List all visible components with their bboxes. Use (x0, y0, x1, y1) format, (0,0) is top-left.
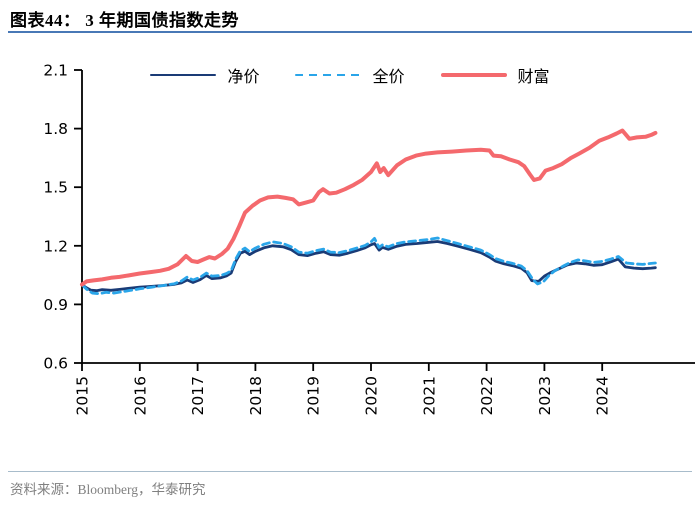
legend-label: 净价 (227, 69, 260, 86)
y-tick-label: 1.5 (43, 179, 68, 197)
x-tick-label: 2019 (305, 376, 323, 415)
net-price-line-swatch (150, 73, 217, 77)
x-tick-label: 2016 (131, 376, 149, 415)
series-净价 (80, 240, 657, 293)
legend-label: 财富 (517, 69, 550, 86)
axis-lines (81, 70, 695, 364)
x-tick-label: 2022 (478, 376, 496, 415)
series-财富 (80, 128, 658, 287)
legend-item-full-price: 全价 (295, 63, 405, 87)
chart-legend: 净价 全价 财富 (0, 63, 700, 87)
chart-canvas: 0.6 0.9 1.2 1.5 1.8 2.1 2015 2016 2017 2018 2019 20… (43, 62, 695, 415)
x-tick-label: 2023 (536, 376, 554, 415)
x-tick-label: 2021 (420, 376, 438, 415)
title-divider (8, 31, 692, 33)
y-tick-label: 2.1 (43, 62, 68, 80)
x-tick-label: 2017 (189, 376, 207, 415)
series-全价 (80, 236, 657, 296)
chart-title: 图表44： 3 年期国债指数走势 (10, 11, 239, 30)
source-note: 资料来源：Bloomberg，华泰研究 (10, 482, 206, 497)
x-tick-label: 2020 (363, 376, 381, 415)
x-tick-label: 2018 (247, 376, 265, 415)
y-tick-label: 1.8 (43, 120, 68, 138)
full-price-line-swatch (295, 73, 362, 77)
legend-item-wealth: 财富 (440, 63, 550, 87)
y-tick-label: 1.2 (43, 237, 68, 255)
footer-divider (8, 471, 692, 472)
x-tick-label: 2024 (594, 376, 612, 415)
wealth-line-swatch (440, 73, 507, 77)
y-tick-label: 0.6 (43, 355, 68, 373)
legend-label: 全价 (372, 69, 405, 86)
x-tick-label: 2015 (74, 376, 92, 415)
y-tick-label: 0.9 (43, 296, 68, 314)
legend-item-net-price: 净价 (150, 63, 259, 87)
